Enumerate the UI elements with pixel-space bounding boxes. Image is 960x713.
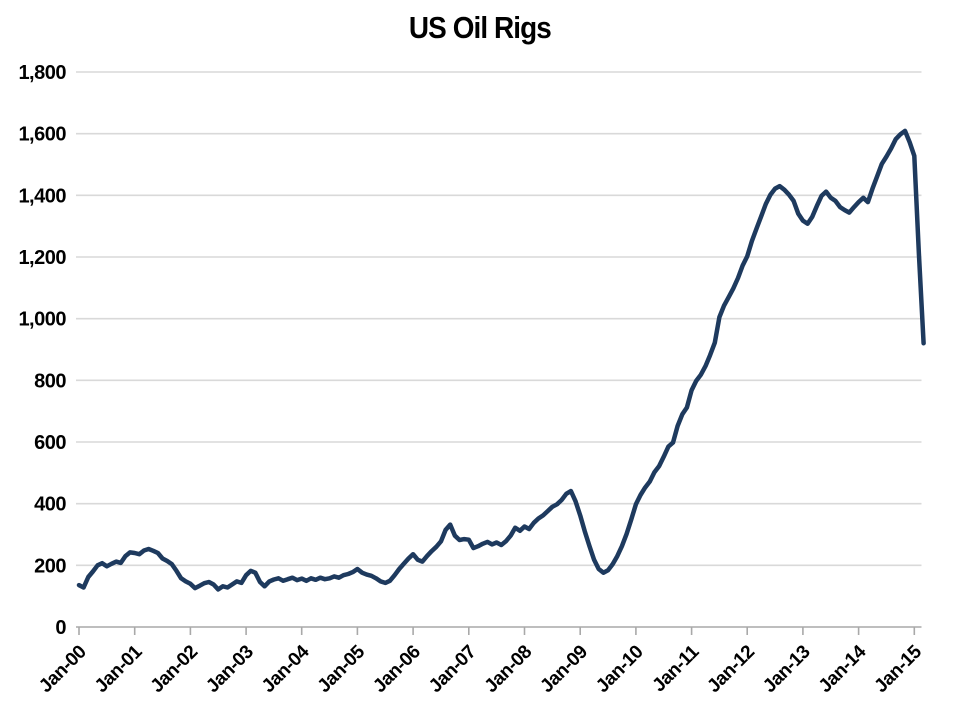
- x-axis-label: Jan-12: [703, 642, 758, 697]
- y-axis-label: 200: [34, 555, 66, 577]
- data-line: [76, 128, 926, 592]
- y-axis-label: 1,000: [18, 309, 66, 331]
- y-axis-label: 400: [34, 494, 66, 516]
- y-axis-label: 1,200: [18, 247, 66, 269]
- x-axis-label: Jan-02: [147, 642, 202, 697]
- chart-title-text: US Oil Rigs: [408, 10, 552, 45]
- x-axis-label: Jan-09: [536, 642, 591, 697]
- y-axis-label: 1,400: [18, 185, 66, 207]
- x-axis-label: Jan-10: [592, 642, 647, 697]
- chart-title: US Oil Rigs: [60, 10, 900, 46]
- x-axis-label: Jan-11: [649, 641, 704, 696]
- y-axis-label: 600: [34, 432, 66, 454]
- x-axis-label: Jan-01: [91, 641, 147, 697]
- x-axis-label: Jan-06: [369, 642, 424, 697]
- y-axis-label: 0: [55, 617, 66, 639]
- x-axis-label: Jan-07: [425, 642, 480, 697]
- y-axis-label: 800: [34, 370, 66, 392]
- x-axis-label: Jan-15: [871, 641, 927, 697]
- x-axis-label: Jan-00: [35, 642, 90, 697]
- x-axis-label: Jan-14: [815, 641, 871, 697]
- x-axis-label: Jan-05: [314, 641, 370, 697]
- x-axis-label: Jan-08: [481, 642, 536, 697]
- y-axis-label: 1,600: [18, 124, 66, 146]
- x-axis-label: Jan-03: [202, 642, 257, 697]
- x-axis-label: Jan-13: [759, 642, 814, 697]
- x-axis-label: Jan-04: [258, 641, 314, 697]
- y-axis-label: 1,800: [18, 62, 66, 84]
